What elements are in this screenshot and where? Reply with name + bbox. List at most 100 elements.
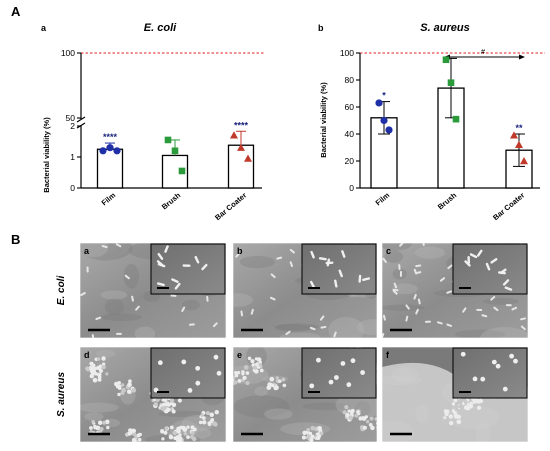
bacterium-coccus: [97, 420, 103, 425]
inset-bacterium-coccus: [309, 383, 315, 389]
inset-bacterium-rod: [341, 250, 346, 258]
bacterium-coccus: [448, 414, 454, 419]
bacterium-coccus: [376, 421, 377, 425]
sem-surface-texture: [233, 395, 290, 418]
bacterium-coccus: [96, 365, 100, 370]
bacterium-coccus: [172, 430, 177, 436]
inset-bacterium-coccus: [334, 375, 339, 380]
bacterium-coccus: [362, 425, 367, 430]
bacterium-rod: [289, 261, 293, 268]
bacterium-coccus: [177, 398, 182, 403]
inset-bacterium-coccus: [187, 388, 193, 393]
bacterium-coccus: [306, 443, 310, 447]
bacterium-coccus: [91, 419, 95, 424]
y-tick-label: 40: [345, 129, 355, 139]
inset-bacterium-coccus: [316, 357, 321, 363]
panel-letter-a: a: [41, 23, 47, 33]
bacterium-coccus: [190, 425, 195, 430]
sem-image-content: [382, 347, 528, 442]
y-tick-label: 0: [70, 183, 75, 193]
bacterium-coccus: [282, 383, 287, 388]
bacterium-coccus: [96, 357, 101, 361]
sem-row-label: S. aureus: [56, 372, 67, 417]
data-point: [244, 154, 252, 162]
sem-surface-texture: [483, 297, 519, 305]
bacterium-coccus: [131, 387, 137, 393]
bacterium-coccus: [476, 398, 481, 404]
y-tick-label: 20: [345, 156, 355, 166]
bacterium-coccus: [361, 416, 366, 421]
inset-bacterium-rod: [201, 263, 208, 271]
significance-marker: **: [515, 123, 523, 133]
bacterium-rod: [399, 243, 404, 247]
sem-panel-letter: c: [386, 246, 391, 256]
bacterium-coccus: [171, 409, 176, 414]
bacterium-rod: [320, 325, 327, 329]
sem-surface-texture: [279, 332, 321, 338]
bacterium-coccus: [164, 426, 169, 431]
bacterium-coccus: [237, 379, 242, 383]
sem-image-content: [80, 243, 226, 338]
bacterium-coccus: [167, 403, 171, 407]
bacterium-coccus: [155, 397, 160, 402]
sem-image-f: f: [381, 346, 529, 443]
bacterium-coccus: [281, 377, 286, 382]
bacterium-coccus: [178, 433, 182, 437]
bacterium-coccus: [245, 380, 250, 386]
bacterium-rod: [250, 308, 254, 315]
axis-break-upper: [76, 116, 86, 123]
bacterium-coccus: [126, 389, 132, 394]
data-point: [515, 140, 523, 148]
bacterium-coccus: [209, 419, 214, 423]
sem-inset: [452, 347, 528, 399]
data-point: [106, 144, 114, 152]
inset-bacterium-rod: [310, 280, 316, 289]
bacterium-coccus: [258, 360, 262, 364]
sem-frame: [79, 242, 227, 339]
bacterium-rod: [520, 325, 526, 331]
data-point: [164, 136, 172, 144]
bacterium-coccus: [347, 409, 351, 413]
inset-bacterium-coccus: [495, 363, 501, 369]
bacterium-coccus: [105, 372, 109, 376]
bacterium-rod: [124, 274, 130, 280]
sem-image-d: d: [79, 346, 227, 443]
sem-surface-texture: [101, 313, 142, 321]
data-point: [237, 143, 245, 151]
data-point: [230, 131, 238, 139]
inset-bacterium-coccus: [360, 370, 366, 375]
bacterium-coccus: [101, 362, 106, 366]
bacterium-coccus: [98, 428, 103, 433]
inset-bacterium-coccus: [509, 353, 515, 359]
bacterium-coccus: [237, 371, 241, 375]
bacterium-coccus: [470, 407, 475, 412]
sem-surface-texture: [233, 293, 253, 307]
chart-e-coli: a E. coli Bacterial viability (%) 0 1 250 100 *…: [41, 22, 264, 222]
bacterium-coccus: [200, 413, 205, 417]
bacterium-rod: [276, 256, 283, 260]
bacterium-coccus: [356, 410, 360, 414]
inset-bacterium-rod: [334, 279, 338, 288]
sem-surface-texture: [84, 412, 104, 421]
bacterium-rod: [289, 248, 295, 254]
inset-bacterium-coccus: [513, 358, 518, 364]
bacterium-coccus: [316, 432, 320, 436]
bacterium-rod: [285, 330, 291, 336]
bacterium-coccus: [186, 435, 190, 439]
sem-surface-texture: [181, 414, 215, 432]
bacterium-coccus: [377, 426, 381, 430]
sem-surface-texture: [100, 290, 128, 300]
inset-bacterium-rod: [164, 245, 169, 253]
bacterium-coccus: [168, 434, 174, 440]
inset-bacterium-coccus: [480, 376, 486, 382]
bacterium-coccus: [128, 379, 132, 384]
bacterium-coccus: [443, 409, 448, 414]
bacterium-rod: [382, 257, 387, 263]
bacterium-coccus: [92, 377, 98, 383]
bacterium-coccus: [370, 425, 375, 431]
x-tick-label: Film: [100, 190, 118, 207]
bacterium-coccus: [207, 422, 212, 427]
bacterium-coccus: [183, 431, 188, 436]
bacterium-rod: [462, 307, 467, 313]
